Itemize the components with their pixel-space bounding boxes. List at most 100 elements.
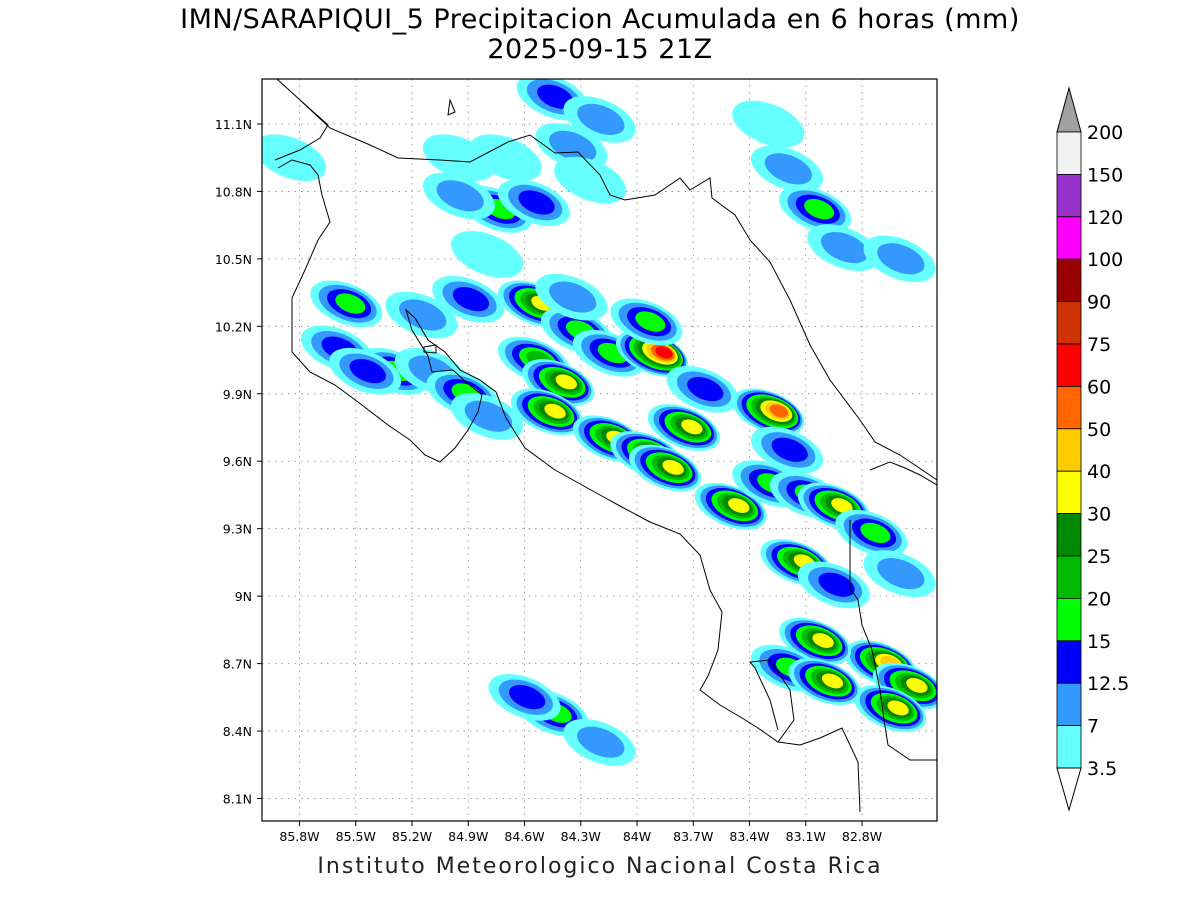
rain-contour [450,231,524,278]
lat-tick-label: 9.9N [223,387,252,402]
rain-cell [535,273,608,321]
rain-contour [549,130,597,162]
map-frame [261,78,938,822]
rain-cell [779,186,852,233]
colorbar-label: 75 [1087,334,1111,356]
rain-cell [797,561,870,609]
footer-credit: Instituto Meteorologico Nacional Costa R… [317,854,883,879]
colorbar-swatch [1056,301,1082,345]
rain-cell [535,123,608,170]
rain-contour [769,404,789,418]
lon-tick-label: 85.2W [392,829,432,844]
lat-tick-label: 10.5N [215,252,252,267]
rain-cell [732,388,805,436]
rain-contour [728,498,750,513]
colorbar-swatch [1056,470,1082,515]
rain-contour [537,84,574,109]
colorbar-label: 40 [1087,461,1111,483]
colorbar-label: 90 [1087,292,1111,314]
rain-cell [385,291,458,339]
colorbar-labels: 200 150 120 100 90 75 60 50 40 30 25 20 15 12.5 7 3.5 [1087,122,1129,780]
lat-tick-label: 9.6N [223,454,252,469]
rain-contour [518,190,555,215]
rain-contour [349,358,386,384]
rain-contour [887,700,909,716]
colorbar-swatch [1056,555,1082,599]
lon-tick-label: 84W [623,829,651,844]
border-panama [849,520,937,761]
colorbar: 200 150 120 100 90 75 60 50 40 30 25 20 15 12.5 7 3.5 [1056,86,1129,812]
rain-cell [422,134,495,182]
lat-tick-label: 9.3N [223,522,252,537]
rain-cell [797,482,870,530]
rain-contour [818,572,855,597]
rain-cell [788,658,861,705]
rain-contour [687,376,724,402]
lon-tick-label: 85.5W [336,829,376,844]
rain-cell [450,231,524,278]
rain-contour [509,684,546,710]
colorbar-label: 3.5 [1087,758,1117,780]
rain-contour [464,400,512,432]
rain-cell [262,134,327,182]
coastline [274,79,937,813]
colorbar-bottom-arrow [1056,767,1082,812]
rain-cell [835,509,908,557]
rain-cell [732,100,805,148]
colorbar-boxes [1056,131,1082,769]
rain-contour [544,403,566,419]
lon-tick-label: 83.7W [673,829,713,844]
island-small [447,98,456,116]
rain-contour [422,134,495,182]
rain-contour [821,673,844,689]
rain-contour [635,311,666,332]
lat-tick-label: 8.1N [223,792,252,807]
colorbar-swatch [1056,640,1082,684]
colorbar-swatch [1056,385,1082,430]
colorbar-swatch [1056,173,1082,218]
rain-contour [399,299,447,331]
rain-contour [555,374,577,390]
coastline-nicoya [277,159,795,743]
rain-cell [807,224,880,272]
colorbar-swatch [1056,682,1082,727]
lon-tick-label: 85.8W [279,829,319,844]
colorbar-swatch [1056,598,1082,642]
rain-contour [804,198,835,220]
lat-tick-label: 9N [235,589,252,604]
colorbar-swatch [1056,343,1082,387]
precip-field [262,79,937,766]
island-chira [423,344,437,354]
rain-cell [629,444,702,492]
colorbar-label: 60 [1087,376,1111,398]
colorbar-label: 15 [1087,631,1111,653]
lon-tick-label: 83.4W [729,829,769,844]
rain-cell [310,280,383,328]
rain-contour [681,419,703,435]
rain-cell [647,404,720,451]
rain-contour [860,522,891,544]
rain-contour [577,103,625,135]
colorbar-swatch [1056,258,1082,303]
colorbar-label: 7 [1087,716,1099,738]
rain-contour [771,437,808,462]
rain-contour [820,231,869,264]
rain-cell [522,359,595,406]
rain-contour [662,459,684,475]
rain-contour [764,153,812,185]
colorbar-swatch [1056,428,1082,472]
axis-labels: 11.1N 10.8N 10.5N 10.2N 9.9N 9.6N 9.3N 9N 8.7N 8.… [215,117,882,844]
colorbar-swatch [1056,513,1082,557]
lon-tick-label: 83.1W [786,829,826,844]
lat-tick-label: 10.2N [215,319,252,334]
colorbar-label: 12.5 [1087,673,1129,695]
rain-cell [488,673,561,721]
rain-contour [877,557,925,590]
lon-tick-label: 82.8W [842,829,882,844]
colorbar-label: 30 [1087,504,1111,526]
rain-contour [335,293,366,314]
rain-contour [877,243,925,275]
rain-contour [831,498,853,513]
rain-contour [906,678,928,693]
